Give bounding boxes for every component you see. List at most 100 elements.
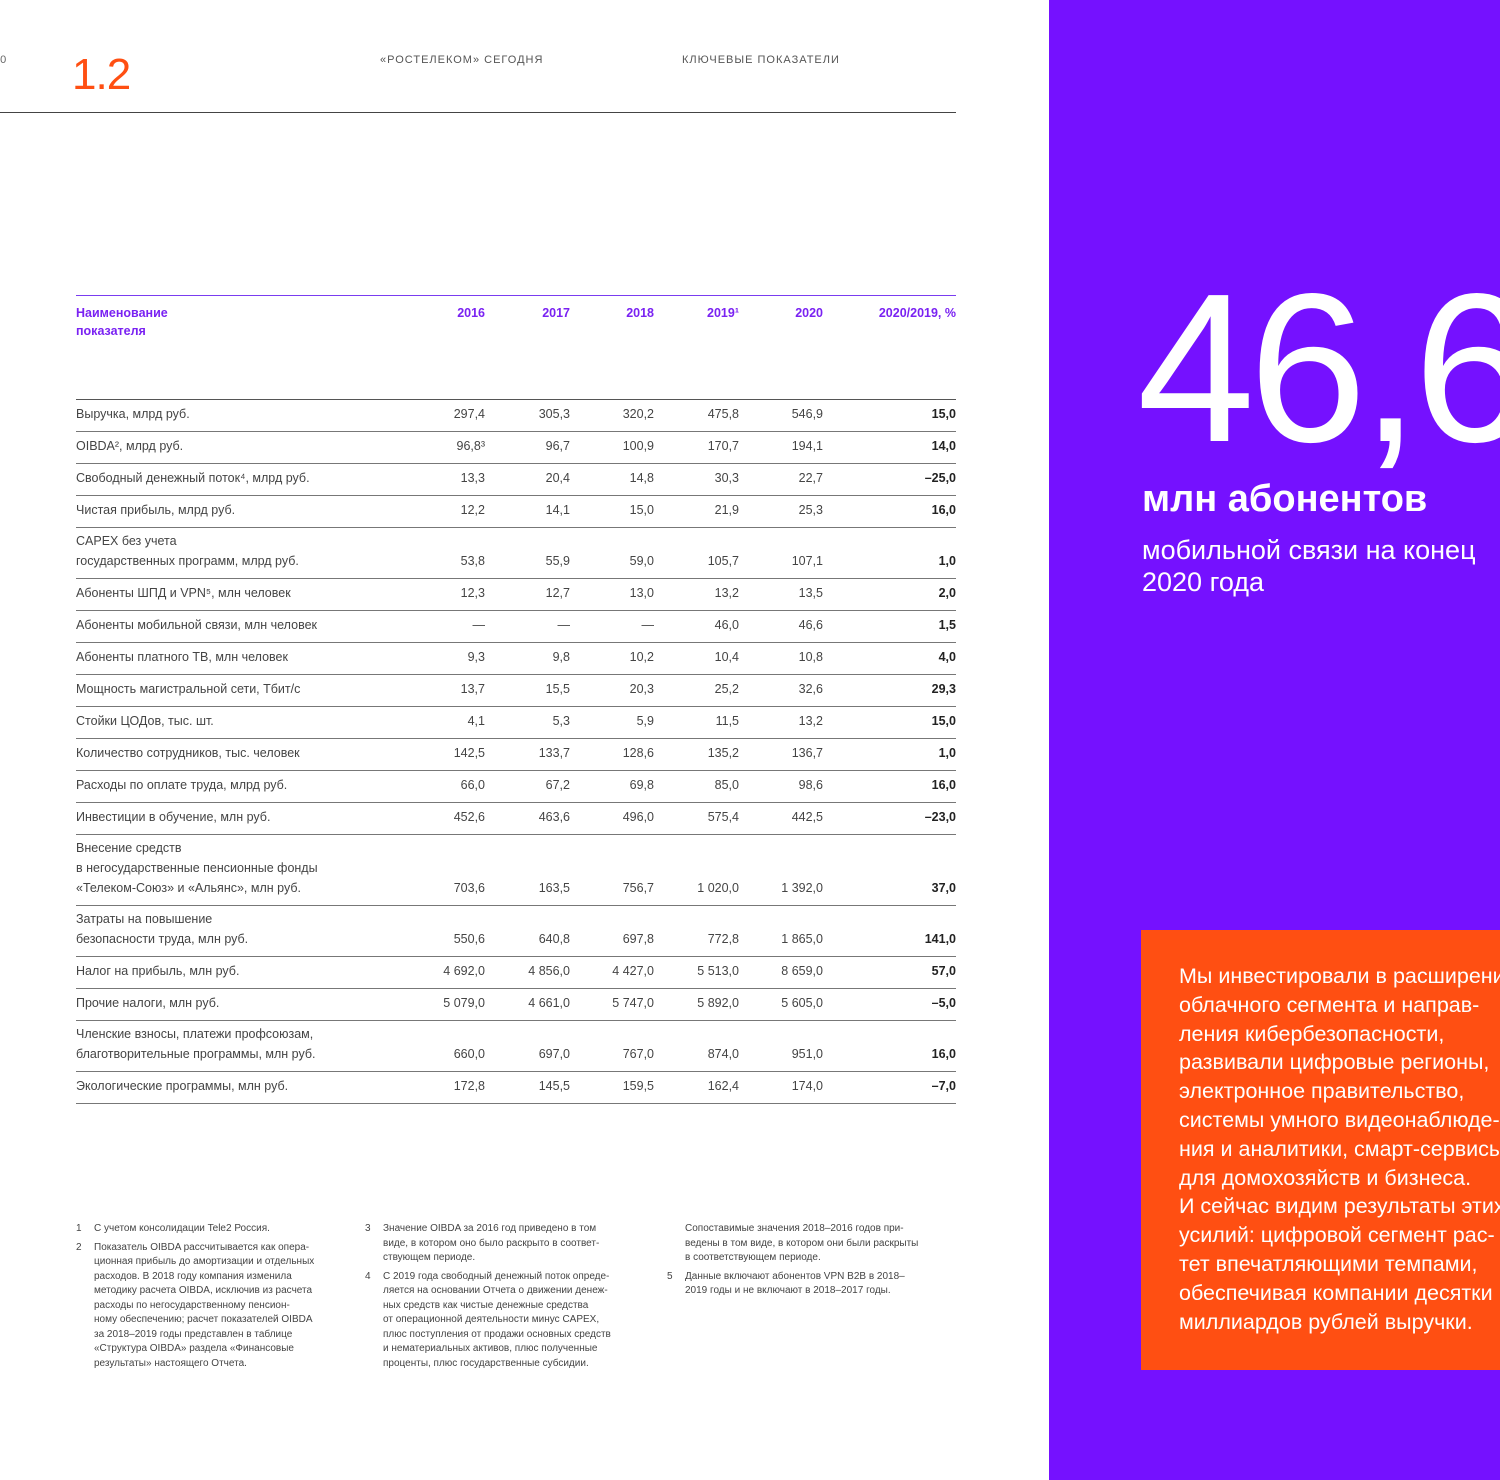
table-row: CAPEX без учета государственных программ… — [76, 528, 956, 579]
table-row: Затраты на повышение безопасности труда,… — [76, 906, 956, 957]
table-row: OIBDA², млрд руб. 96,8³ 96,7 100,9 170,7 194,… — [76, 432, 956, 464]
value-cell: 5 513,0 — [697, 964, 739, 978]
row-label: Налог на прибыль, млн руб. — [76, 964, 240, 978]
column-header-change: 2020/2019, % — [878, 306, 956, 320]
value-cell: 550,6 — [453, 932, 485, 946]
value-cell: 13,2 — [714, 586, 739, 600]
value-cell: 9,8 — [552, 650, 570, 664]
quote-text: Мы инвестировали в расширение облачного … — [1179, 964, 1500, 1334]
value-cell: 96,8³ — [456, 439, 486, 453]
change-cell: 1,0 — [938, 554, 956, 568]
value-cell: 5,3 — [552, 714, 570, 728]
change-cell: –23,0 — [924, 810, 956, 824]
footnote-number: 4 — [365, 1270, 371, 1282]
table-row: Расходы по оплате труда, млрд руб. 66,0 67… — [76, 771, 956, 803]
value-cell: 8 659,0 — [781, 964, 823, 978]
value-cell: 100,9 — [622, 439, 654, 453]
table-row: Чистая прибыль, млрд руб. 12,2 14,1 15,0 21,… — [76, 496, 956, 528]
change-cell: 15,0 — [931, 714, 956, 728]
value-cell: 136,7 — [791, 746, 823, 760]
value-cell: 32,6 — [798, 682, 823, 696]
row-label: Затраты на повышение безопасности труда,… — [76, 912, 249, 946]
change-cell: 16,0 — [931, 778, 956, 792]
highlight-description: мобильной связи на конец 2020 года — [1142, 535, 1476, 597]
table-row: Абоненты платного ТВ, млн человек 9,3 9,8 1… — [76, 643, 956, 675]
table-row: Инвестиции в обучение, млн руб. 452,6 463,… — [76, 803, 956, 835]
value-cell: 10,2 — [629, 650, 654, 664]
table-row: Абоненты ШПД и VPN⁵, млн человек 12,3 12,7… — [76, 579, 956, 611]
key-indicators-table: Наименование показателя 2016 2017 2018 2… — [76, 295, 956, 1104]
row-label: Экологические программы, млн руб. — [76, 1079, 289, 1093]
value-cell: 13,3 — [460, 471, 485, 485]
value-cell: 5 747,0 — [612, 996, 654, 1010]
value-cell: 96,7 — [545, 439, 570, 453]
value-cell: 5 079,0 — [443, 996, 485, 1010]
value-cell: 46,6 — [798, 618, 823, 632]
breadcrumb-page-link[interactable]: КЛЮЧЕВЫЕ ПОКАЗАТЕЛИ — [682, 54, 840, 66]
row-label: Абоненты платного ТВ, млн человек — [76, 650, 288, 664]
footnote: 3 Значение OIBDA за 2016 год приведено в … — [365, 1222, 665, 1266]
value-cell: 170,7 — [707, 439, 739, 453]
footnote: 1 С учетом консолидации Tele2 Россия. — [76, 1222, 366, 1237]
footnote-text: Значение OIBDA за 2016 год приведено в т… — [383, 1223, 600, 1263]
table-header: Наименование показателя 2016 2017 2018 2… — [76, 295, 956, 400]
value-cell: 1 020,0 — [697, 881, 739, 895]
value-cell: 660,0 — [453, 1047, 485, 1061]
change-cell: 2,0 — [938, 586, 956, 600]
value-cell: 5 605,0 — [781, 996, 823, 1010]
value-cell: 12,3 — [460, 586, 485, 600]
value-cell: 5,9 — [636, 714, 654, 728]
highlight-unit: млн абонентов — [1142, 478, 1428, 520]
table-row: Мощность магистральной сети, Тбит/с 13,7 1… — [76, 675, 956, 707]
footnote-text: С 2019 года свободный денежный поток опр… — [383, 1270, 611, 1369]
row-label: Расходы по оплате труда, млрд руб. — [76, 778, 288, 792]
value-cell: 10,8 — [798, 650, 823, 664]
value-cell: 13,0 — [629, 586, 654, 600]
value-cell: 53,8 — [460, 554, 485, 568]
table-row: Налог на прибыль, млн руб. 4 692,0 4 856,0… — [76, 957, 956, 989]
value-cell: 756,7 — [622, 881, 654, 895]
highlight-big-number: 46,6 — [1137, 249, 1500, 486]
value-cell: 172,8 — [453, 1079, 485, 1093]
value-cell: 475,8 — [707, 407, 739, 421]
value-cell: 20,3 — [629, 682, 654, 696]
value-cell: 107,1 — [791, 554, 823, 568]
change-cell: 1,5 — [938, 618, 956, 632]
value-cell: 25,3 — [798, 503, 823, 517]
change-cell: –25,0 — [924, 471, 956, 485]
value-cell: 142,5 — [453, 746, 485, 760]
value-cell: 951,0 — [791, 1047, 823, 1061]
change-cell: 15,0 — [931, 407, 956, 421]
row-label: Абоненты ШПД и VPN⁵, млн человек — [76, 586, 291, 600]
change-cell: 37,0 — [931, 881, 956, 895]
header-divider — [0, 112, 956, 113]
value-cell: 12,7 — [545, 586, 570, 600]
value-cell: 575,4 — [707, 810, 739, 824]
value-cell: 10,4 — [714, 650, 739, 664]
value-cell: 55,9 — [545, 554, 570, 568]
value-cell: 30,3 — [714, 471, 739, 485]
value-cell: 305,3 — [538, 407, 570, 421]
column-header-name: Наименование показателя — [76, 306, 168, 338]
value-cell: 66,0 — [460, 778, 485, 792]
row-label: Мощность магистральной сети, Тбит/с — [76, 682, 301, 696]
table-body: Выручка, млрд руб. 297,4 305,3 320,2 475,8 54… — [76, 400, 956, 1104]
change-cell: 57,0 — [931, 964, 956, 978]
footnote-number: 3 — [365, 1223, 371, 1234]
footnote: 5 Данные включают абонентов VPN B2B в 201… — [667, 1270, 967, 1299]
value-cell: 4 692,0 — [443, 964, 485, 978]
table-row: Количество сотрудников, тыс. человек 142,… — [76, 739, 956, 771]
value-cell: 67,2 — [545, 778, 570, 792]
value-cell: 128,6 — [622, 746, 654, 760]
change-cell: 4,0 — [938, 650, 956, 664]
value-cell: 1 392,0 — [781, 881, 823, 895]
value-cell: 4 856,0 — [528, 964, 570, 978]
highlight-panel: 46,6 млн абонентов мобильной связи на ко… — [1049, 0, 1500, 1480]
column-header-2019: 2019¹ — [707, 306, 739, 320]
value-cell: 98,6 — [798, 778, 823, 792]
value-cell: — — [557, 618, 571, 632]
breadcrumb-section-link[interactable]: «РОСТЕЛЕКОМ» СЕГОДНЯ — [380, 54, 544, 66]
value-cell: 4,1 — [467, 714, 485, 728]
change-cell: 14,0 — [931, 439, 956, 453]
value-cell: — — [641, 618, 655, 632]
